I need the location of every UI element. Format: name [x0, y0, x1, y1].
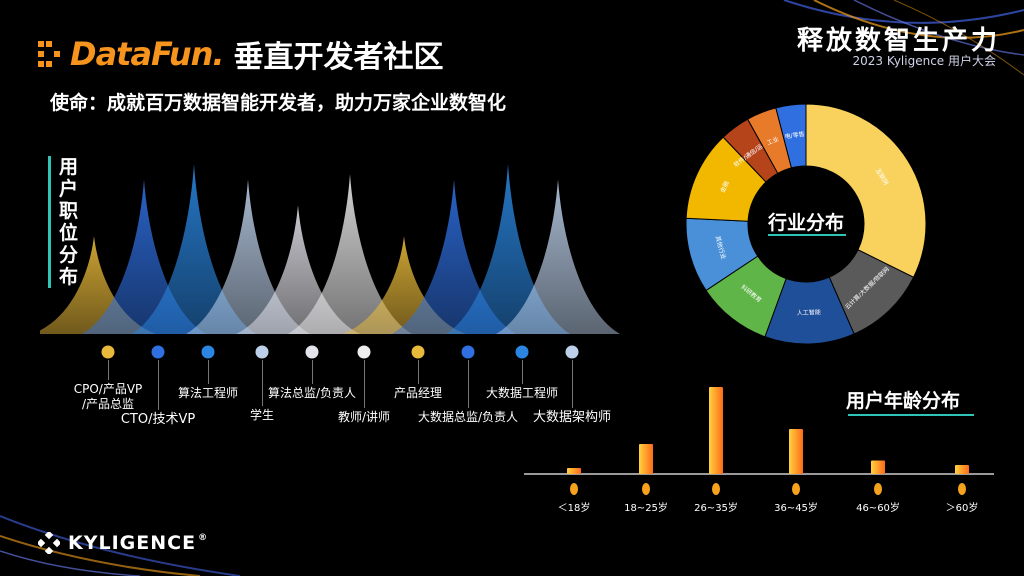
- position-peak-3: [186, 179, 310, 334]
- position-dot-9: [565, 345, 579, 359]
- age-bar-0: [567, 468, 581, 474]
- age-marker-5: [958, 483, 966, 495]
- position-label-2: 算法工程师: [177, 386, 239, 400]
- age-marker-4: [874, 483, 882, 495]
- age-bar-4: [871, 460, 885, 474]
- kyligence-wordmark: KYLIGENCE: [68, 532, 197, 554]
- datafun-mark-icon: [38, 41, 60, 67]
- position-leader-line-9: [572, 360, 573, 408]
- position-peak-2: [132, 164, 256, 334]
- position-peak-8: [446, 164, 570, 334]
- position-leader-line-5: [364, 360, 365, 408]
- age-bar-2: [709, 387, 723, 474]
- position-leader-line-3: [262, 360, 263, 406]
- position-leader-line-4: [312, 360, 313, 384]
- position-area-chart: [40, 164, 620, 334]
- age-label-4: 46~60岁: [856, 503, 900, 514]
- age-bar-3: [789, 429, 803, 474]
- position-peak-9: [496, 179, 620, 334]
- industry-slice-label-2: 人工智能: [797, 308, 821, 317]
- position-leader-line-7: [468, 360, 469, 408]
- position-dot-4: [305, 345, 319, 359]
- age-label-3: 36~45岁: [774, 503, 818, 514]
- age-marker-0: [570, 483, 578, 495]
- position-dot-6: [411, 345, 425, 359]
- position-label-0: CPO/产品VP/产品总监: [73, 382, 143, 411]
- brand-name: DataFun.: [70, 35, 225, 73]
- position-peak-4: [236, 205, 360, 334]
- position-label-4: 算法总监/负责人: [267, 386, 357, 400]
- position-label-9: 大数据架构师: [532, 410, 612, 425]
- age-marker-3: [792, 483, 800, 495]
- age-label-1: 18~25岁: [624, 503, 668, 514]
- age-chart-title: 用户年龄分布: [846, 390, 961, 412]
- position-dot-1: [151, 345, 165, 359]
- position-label-6: 产品经理: [393, 386, 443, 400]
- kyligence-logo: KYLIGENCE ®: [38, 532, 208, 554]
- position-label-8: 大数据工程师: [485, 386, 559, 400]
- industry-slice-8: [775, 103, 807, 169]
- datafun-logo: DataFun. 垂直开发者社区: [38, 32, 444, 76]
- age-marker-2: [712, 483, 720, 495]
- position-dot-3: [255, 345, 269, 359]
- registered-mark: ®: [198, 533, 209, 543]
- mission-statement: 使命：成就百万数据智能开发者，助力万家企业数智化: [50, 92, 507, 114]
- position-leader-line-8: [522, 360, 523, 384]
- industry-title-underline: [768, 234, 846, 236]
- position-peak-6: [342, 236, 466, 334]
- position-label-7: 大数据总监/负责人: [417, 410, 519, 424]
- position-chart-title: 用户职位分布: [48, 156, 87, 288]
- position-label-3: 学生: [249, 408, 275, 422]
- age-bar-5: [955, 465, 969, 474]
- position-leader-line-2: [208, 360, 209, 384]
- position-dot-8: [515, 345, 529, 359]
- industry-slice-0: [805, 103, 927, 278]
- age-label-0: ＜18岁: [557, 503, 591, 514]
- age-bar-chart: [524, 387, 994, 475]
- event-subtitle: 2023 Kyligence 用户大会: [852, 54, 996, 68]
- kyligence-mark-icon: [38, 532, 60, 554]
- industry-chart-title: 行业分布: [767, 212, 844, 234]
- position-leader-line-6: [418, 360, 419, 384]
- age-label-5: ＞60岁: [945, 503, 979, 514]
- industry-slice-label-7: 工业: [766, 135, 780, 147]
- position-label-5: 教师/讲师: [337, 410, 391, 424]
- age-title-underline: [848, 414, 974, 416]
- industry-donut-chart: 互联网云计算/大数据/物联网人工智能科研教育其他行业金融软件/通信/运营商工业电…: [685, 103, 927, 345]
- position-dot-7: [461, 345, 475, 359]
- age-label-2: 26~35岁: [694, 503, 738, 514]
- position-leader-line-0: [108, 360, 109, 380]
- position-dot-0: [101, 345, 115, 359]
- community-title: 垂直开发者社区: [233, 40, 444, 75]
- position-leader-line-1: [158, 360, 159, 410]
- position-peak-1: [82, 179, 206, 334]
- position-dot-5: [357, 345, 371, 359]
- position-peak-5: [288, 174, 412, 334]
- position-label-1: CTO/技术VP: [120, 412, 196, 427]
- industry-slice-label-8: 电/零售: [784, 130, 805, 140]
- position-dot-2: [201, 345, 215, 359]
- age-bar-1: [639, 444, 653, 474]
- position-peak-7: [392, 179, 516, 334]
- position-peak-0: [40, 236, 156, 334]
- age-marker-1: [642, 483, 650, 495]
- event-title: 释放数智生产力: [796, 26, 1000, 56]
